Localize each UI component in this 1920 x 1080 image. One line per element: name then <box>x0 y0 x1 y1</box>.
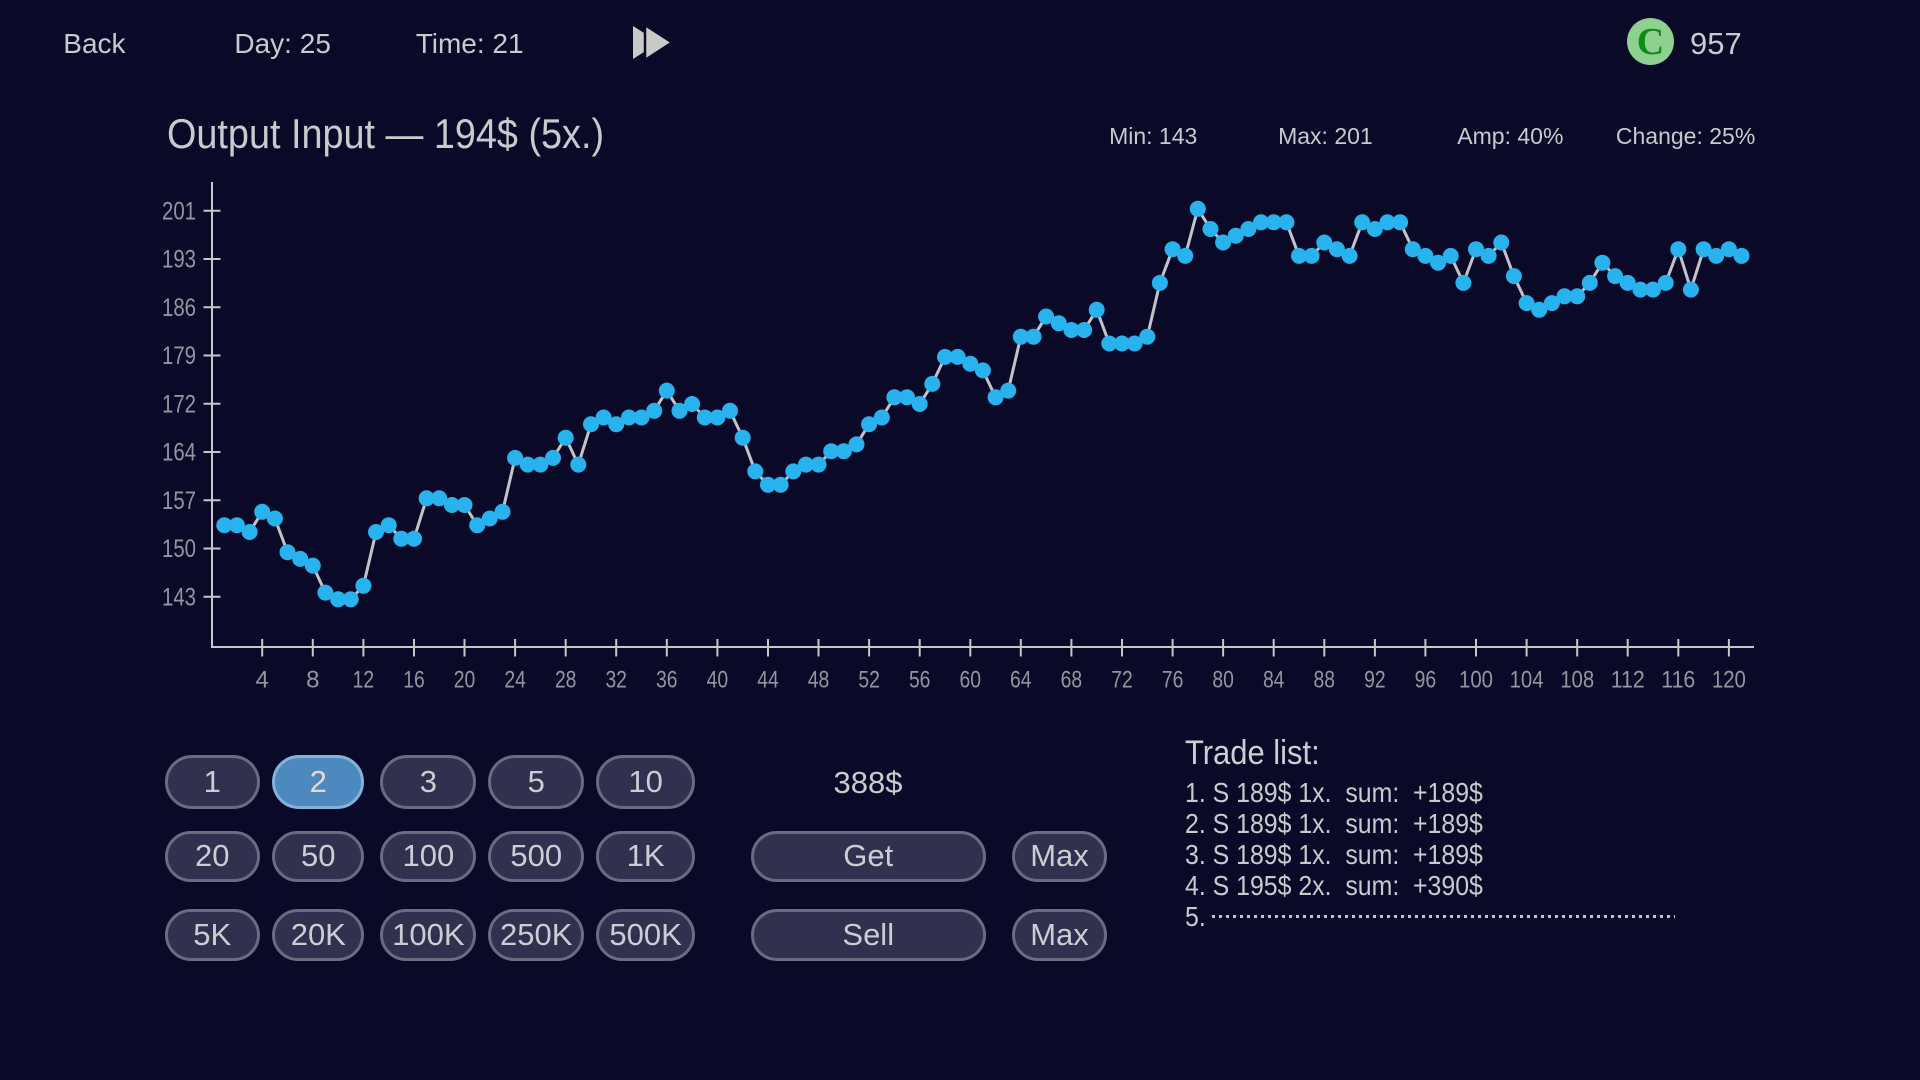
svg-text:120: 120 <box>1712 667 1746 694</box>
svg-text:92: 92 <box>1364 667 1386 694</box>
svg-text:28: 28 <box>555 667 577 694</box>
svg-text:157: 157 <box>162 487 196 515</box>
svg-text:72: 72 <box>1111 667 1133 694</box>
svg-text:84: 84 <box>1263 667 1285 694</box>
svg-text:52: 52 <box>858 667 880 694</box>
svg-text:36: 36 <box>656 667 678 694</box>
svg-text:20: 20 <box>454 667 476 694</box>
svg-text:64: 64 <box>1010 667 1032 694</box>
svg-text:76: 76 <box>1162 667 1184 694</box>
svg-text:68: 68 <box>1061 667 1083 694</box>
svg-text:172: 172 <box>162 390 196 418</box>
svg-text:201: 201 <box>162 197 196 225</box>
svg-text:186: 186 <box>162 294 196 322</box>
svg-text:8: 8 <box>306 667 319 694</box>
svg-text:112: 112 <box>1611 667 1645 694</box>
svg-text:116: 116 <box>1661 667 1695 694</box>
svg-text:60: 60 <box>960 667 982 694</box>
svg-text:164: 164 <box>162 439 196 467</box>
svg-text:56: 56 <box>909 667 931 694</box>
svg-text:40: 40 <box>707 667 729 694</box>
svg-text:193: 193 <box>162 246 196 274</box>
svg-text:48: 48 <box>808 667 830 694</box>
svg-text:179: 179 <box>162 342 196 370</box>
svg-text:44: 44 <box>757 667 779 694</box>
svg-text:32: 32 <box>605 667 627 694</box>
svg-text:88: 88 <box>1314 667 1336 694</box>
svg-text:16: 16 <box>403 667 425 694</box>
svg-text:100: 100 <box>1459 667 1493 694</box>
svg-text:150: 150 <box>162 535 196 563</box>
svg-text:96: 96 <box>1415 667 1437 694</box>
svg-text:12: 12 <box>353 667 375 694</box>
svg-text:108: 108 <box>1560 667 1594 694</box>
svg-text:143: 143 <box>162 584 196 612</box>
svg-text:104: 104 <box>1510 667 1544 694</box>
svg-text:80: 80 <box>1212 667 1234 694</box>
svg-text:4: 4 <box>256 667 269 694</box>
svg-text:24: 24 <box>504 667 526 694</box>
